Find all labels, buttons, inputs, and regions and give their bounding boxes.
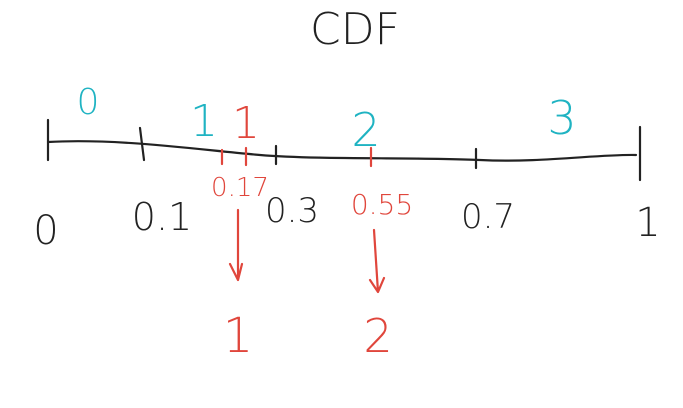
sample-label-0-17: 1 xyxy=(232,98,260,149)
axis-label-0-1: 0.1 xyxy=(132,195,192,239)
axis-label-0-7: 0.7 xyxy=(461,197,515,237)
sample-result-2: 2 xyxy=(363,309,392,363)
number-line xyxy=(46,140,638,162)
arrow-0-17 xyxy=(228,208,244,282)
sample-value-0-55: 0.55 xyxy=(351,188,413,221)
interval-label-1: 1 xyxy=(190,96,218,147)
axis-label-0-3: 0.3 xyxy=(265,191,319,231)
sample-value-0-17: 0.17 xyxy=(211,173,269,203)
sample-result-1: 1 xyxy=(223,308,254,364)
interval-label-3: 3 xyxy=(547,91,576,145)
interval-label-0: 0 xyxy=(77,82,100,123)
tick-0-1 xyxy=(138,126,146,162)
axis-label-1: 1 xyxy=(635,200,660,246)
axis-label-0: 0 xyxy=(33,208,58,254)
arrow-0-55 xyxy=(368,228,386,294)
diagram-title: CDF xyxy=(310,4,400,55)
interval-label-2: 2 xyxy=(351,103,380,157)
